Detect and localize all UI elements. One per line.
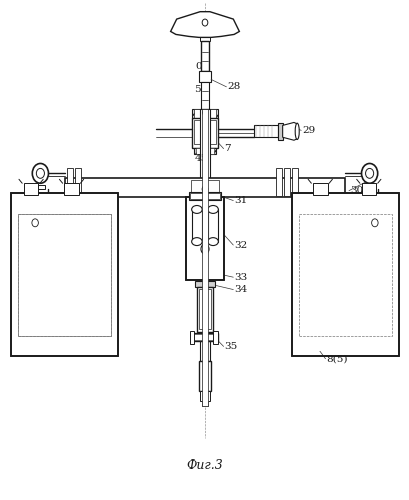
Bar: [188, 200, 221, 277]
Bar: [185, 197, 224, 280]
Bar: [312, 183, 327, 195]
Ellipse shape: [207, 238, 218, 246]
Bar: [202, 109, 207, 406]
Bar: [198, 289, 211, 329]
Circle shape: [36, 168, 44, 178]
Circle shape: [32, 219, 38, 227]
Circle shape: [200, 244, 209, 254]
Text: 31: 31: [234, 196, 247, 205]
Circle shape: [361, 164, 377, 183]
Bar: [185, 197, 224, 280]
Text: 45: 45: [194, 154, 208, 163]
Circle shape: [202, 110, 207, 116]
Bar: [193, 109, 216, 118]
Bar: [191, 333, 218, 341]
Bar: [193, 334, 216, 340]
Circle shape: [371, 219, 377, 227]
Bar: [201, 401, 208, 406]
Bar: [200, 42, 209, 71]
Bar: [364, 184, 373, 188]
Bar: [185, 197, 224, 280]
Polygon shape: [170, 12, 239, 38]
Text: 30: 30: [349, 186, 362, 195]
Bar: [65, 178, 344, 197]
Circle shape: [203, 247, 206, 251]
Text: 28: 28: [227, 82, 240, 92]
Text: Фиг.3: Фиг.3: [186, 458, 223, 471]
Bar: [291, 168, 298, 196]
Text: 34: 34: [234, 285, 247, 294]
Text: 35: 35: [224, 342, 237, 351]
Bar: [295, 198, 394, 352]
Bar: [195, 148, 214, 154]
Text: 5: 5: [194, 85, 201, 94]
Circle shape: [202, 19, 207, 26]
Circle shape: [202, 186, 207, 192]
Bar: [191, 109, 218, 118]
Bar: [194, 120, 215, 144]
Bar: [18, 214, 110, 336]
Bar: [36, 184, 45, 188]
Bar: [74, 168, 81, 196]
Bar: [200, 109, 209, 196]
Bar: [275, 168, 281, 196]
Bar: [15, 198, 114, 352]
Bar: [191, 118, 218, 148]
Bar: [200, 391, 209, 401]
Ellipse shape: [207, 206, 218, 214]
Circle shape: [32, 164, 48, 183]
Bar: [191, 333, 218, 341]
Bar: [198, 362, 211, 391]
Bar: [198, 71, 211, 82]
Bar: [213, 330, 218, 344]
Bar: [67, 168, 73, 196]
Text: 7: 7: [224, 144, 231, 153]
Bar: [191, 210, 202, 242]
Bar: [64, 183, 79, 195]
Bar: [189, 192, 220, 200]
Text: 8(5): 8(5): [326, 354, 347, 364]
Text: 29: 29: [301, 126, 315, 135]
Bar: [196, 287, 213, 332]
Bar: [11, 193, 118, 356]
Bar: [200, 36, 209, 42]
Ellipse shape: [191, 238, 202, 246]
Bar: [291, 193, 398, 356]
Bar: [189, 330, 194, 344]
Text: 32: 32: [234, 240, 247, 250]
Bar: [11, 193, 118, 356]
Bar: [200, 82, 209, 109]
Bar: [253, 126, 277, 138]
Bar: [194, 281, 215, 287]
Polygon shape: [282, 122, 297, 140]
Bar: [24, 183, 38, 195]
Bar: [207, 210, 218, 242]
Bar: [189, 192, 220, 200]
Bar: [291, 193, 398, 356]
Bar: [190, 180, 219, 196]
Bar: [361, 183, 375, 195]
Ellipse shape: [294, 123, 299, 140]
Bar: [299, 214, 391, 336]
Bar: [291, 193, 398, 356]
Bar: [11, 193, 118, 356]
Text: 33: 33: [234, 272, 247, 281]
Ellipse shape: [191, 206, 202, 214]
Bar: [190, 193, 219, 199]
Bar: [65, 178, 344, 197]
Bar: [199, 342, 210, 361]
Bar: [283, 168, 290, 196]
Bar: [18, 214, 110, 336]
Bar: [277, 123, 282, 140]
Circle shape: [365, 168, 373, 178]
Bar: [194, 281, 215, 287]
Bar: [194, 148, 215, 154]
Text: 0: 0: [195, 62, 201, 70]
